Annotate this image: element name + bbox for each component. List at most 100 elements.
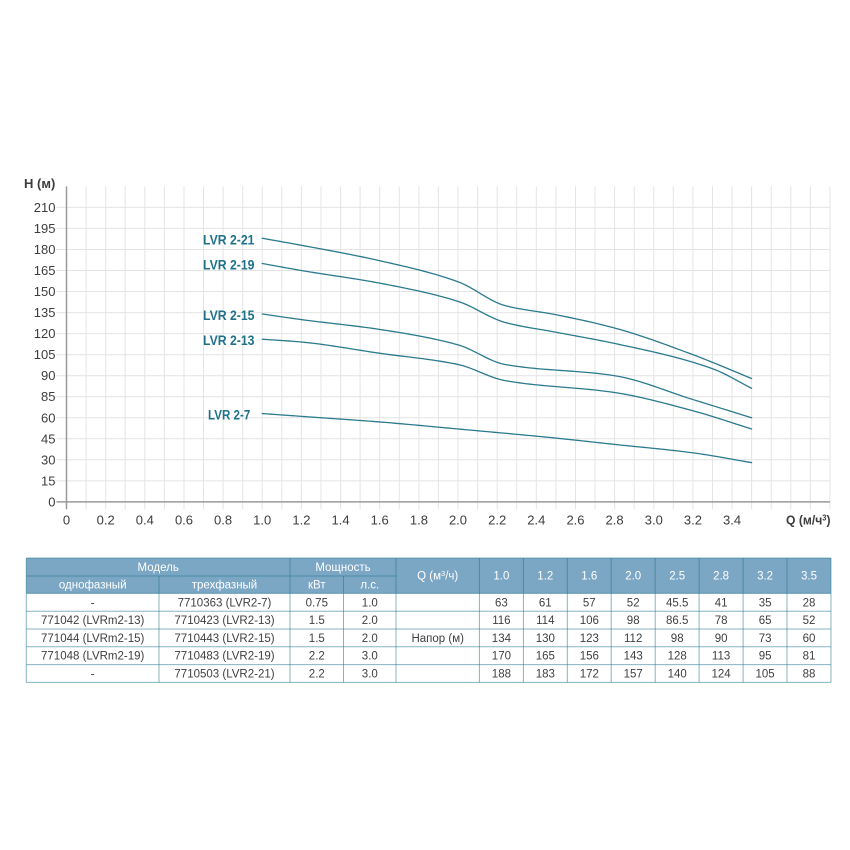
svg-text:2.2: 2.2 [309,651,325,663]
svg-text:105: 105 [34,347,56,362]
svg-text:LVR 2-19: LVR 2-19 [203,258,255,273]
svg-text:3.2: 3.2 [757,571,773,583]
svg-text:LVR 2-15: LVR 2-15 [203,308,255,323]
svg-text:2.5: 2.5 [669,571,685,583]
svg-text:1.4: 1.4 [332,513,350,528]
svg-text:135: 135 [34,305,56,320]
svg-text:113: 113 [712,651,730,663]
svg-text:114: 114 [536,615,555,627]
svg-text:57: 57 [583,597,596,609]
svg-text:106: 106 [580,615,599,627]
svg-text:73: 73 [759,633,772,645]
svg-text:7710443 (LVR2-15): 7710443 (LVR2-15) [174,633,274,645]
svg-text:61: 61 [539,597,552,609]
svg-text:60: 60 [41,410,55,425]
svg-text:1.6: 1.6 [581,571,597,583]
svg-text:7710423 (LVR2-13): 7710423 (LVR2-13) [174,615,274,627]
svg-text:Мощность: Мощность [315,562,370,574]
svg-text:3.4: 3.4 [723,513,741,528]
svg-text:2.6: 2.6 [566,513,584,528]
svg-text:124: 124 [712,669,732,681]
svg-text:2.8: 2.8 [606,513,624,528]
svg-text:кВт: кВт [308,580,326,592]
svg-text:1.0: 1.0 [362,597,378,609]
svg-text:172: 172 [580,669,599,681]
svg-text:2.0: 2.0 [362,633,378,645]
svg-text:95: 95 [759,651,772,663]
svg-text:трехфазный: трехфазный [192,580,257,592]
svg-text:Модель: Модель [138,562,179,574]
svg-text:81: 81 [803,651,816,663]
svg-text:134: 134 [492,633,512,645]
svg-text:41: 41 [715,597,728,609]
svg-text:65: 65 [759,615,772,627]
svg-text:-: - [91,669,95,681]
svg-text:150: 150 [34,284,56,299]
svg-text:86.5: 86.5 [666,615,688,627]
svg-text:-: - [91,597,95,609]
svg-text:165: 165 [34,263,56,278]
svg-text:2.0: 2.0 [362,615,378,627]
svg-text:98: 98 [671,633,684,645]
svg-text:180: 180 [34,242,56,257]
svg-text:3.0: 3.0 [362,651,378,663]
svg-text:85: 85 [41,389,55,404]
svg-text:Q (м/ч3): Q (м/ч3) [786,513,831,528]
svg-text:1.2: 1.2 [537,571,553,583]
svg-text:183: 183 [536,669,555,681]
svg-text:0.2: 0.2 [97,513,115,528]
svg-text:1.0: 1.0 [493,571,509,583]
svg-text:1.5: 1.5 [309,633,325,645]
svg-text:188: 188 [492,669,511,681]
svg-text:0.6: 0.6 [175,513,193,528]
svg-text:165: 165 [536,651,555,663]
svg-text:Напор (м): Напор (м) [411,633,464,645]
svg-text:116: 116 [492,615,510,627]
svg-text:1.8: 1.8 [410,513,428,528]
svg-text:LVR 2-21: LVR 2-21 [203,232,255,247]
svg-text:15: 15 [41,473,55,488]
svg-text:63: 63 [495,597,508,609]
svg-text:л.с.: л.с. [360,580,379,592]
svg-text:0: 0 [48,494,55,509]
svg-text:0.4: 0.4 [136,513,154,528]
svg-text:1.0: 1.0 [253,513,271,528]
svg-text:60: 60 [803,633,816,645]
svg-text:28: 28 [803,597,816,609]
svg-text:771042 (LVRm2-13): 771042 (LVRm2-13) [41,615,145,627]
svg-text:0.75: 0.75 [306,597,328,609]
svg-text:7710363 (LVR2-7): 7710363 (LVR2-7) [178,597,272,609]
svg-text:156: 156 [580,651,599,663]
svg-text:143: 143 [624,651,643,663]
svg-text:2.4: 2.4 [527,513,545,528]
svg-text:2.0: 2.0 [449,513,467,528]
svg-text:однофазный: однофазный [59,580,127,592]
svg-text:2.8: 2.8 [713,571,729,583]
svg-text:Q (м3/ч): Q (м3/ч) [417,569,458,583]
svg-text:2.0: 2.0 [625,571,641,583]
svg-text:35: 35 [759,597,772,609]
svg-text:1.5: 1.5 [309,615,325,627]
svg-text:LVR 2-7: LVR 2-7 [208,408,250,423]
svg-text:LVR 2-13: LVR 2-13 [203,333,255,348]
svg-text:170: 170 [492,651,511,663]
svg-text:2.2: 2.2 [309,669,325,681]
svg-text:140: 140 [668,669,687,681]
svg-text:45: 45 [41,431,55,446]
svg-text:30: 30 [41,452,55,467]
svg-text:1.2: 1.2 [292,513,310,528]
svg-text:771044 (LVRm2-15): 771044 (LVRm2-15) [41,633,145,645]
svg-text:78: 78 [715,615,728,627]
svg-text:52: 52 [803,615,816,627]
svg-text:7710483 (LVR2-19): 7710483 (LVR2-19) [174,651,274,663]
svg-text:0: 0 [63,513,70,528]
svg-text:128: 128 [668,651,687,663]
svg-text:105: 105 [756,669,775,681]
svg-text:130: 130 [536,633,555,645]
svg-text:1.6: 1.6 [371,513,389,528]
svg-text:157: 157 [624,669,643,681]
svg-text:0.8: 0.8 [214,513,232,528]
svg-text:90: 90 [715,633,728,645]
svg-text:3.0: 3.0 [362,669,378,681]
svg-text:45.5: 45.5 [666,597,688,609]
